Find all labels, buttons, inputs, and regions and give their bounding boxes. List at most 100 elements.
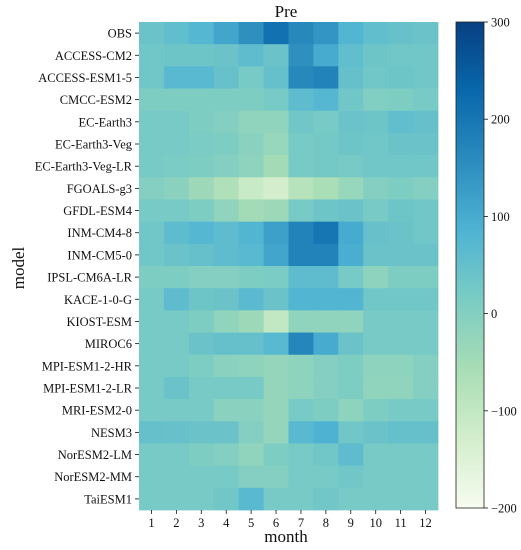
heatmap-cell: [139, 399, 165, 422]
heatmap-cell: [363, 465, 389, 489]
heatmap-cell: [238, 22, 264, 45]
heatmap-cell: [188, 421, 215, 444]
heatmap-cell: [263, 332, 289, 356]
column-label: 9: [348, 516, 354, 530]
heatmap-cell: [213, 132, 240, 156]
heatmap-cell: [338, 354, 364, 378]
heatmap-cell: [238, 332, 264, 356]
heatmap-cell: [139, 310, 165, 333]
heatmap-cell: [188, 465, 215, 489]
heatmap-cell: [413, 243, 439, 267]
heatmap-cell: [338, 332, 364, 356]
heatmap-cell: [139, 110, 165, 134]
heatmap-cell: [363, 155, 389, 178]
heatmap-cell: [263, 66, 289, 89]
column-label: 10: [369, 516, 382, 530]
heatmap-cell: [388, 132, 414, 156]
heatmap-cell: [163, 199, 190, 223]
heatmap-cell: [313, 132, 339, 156]
heatmap-cell: [139, 221, 165, 245]
heatmap-cell: [213, 443, 240, 467]
heatmap-cell: [363, 66, 389, 89]
heatmap-cell: [338, 243, 364, 267]
row-label: EC-Earth3: [79, 115, 132, 129]
heatmap-cell: [288, 487, 314, 511]
column-label: 6: [273, 516, 279, 530]
heatmap-cell: [288, 243, 314, 267]
heatmap-cell: [388, 88, 414, 112]
column-label: 1: [148, 516, 154, 530]
heatmap-cell: [363, 266, 389, 289]
heatmap-cell: [388, 399, 414, 422]
heatmap-cell: [413, 177, 439, 200]
heatmap-cell: [413, 66, 439, 89]
heatmap-cell: [388, 155, 414, 178]
heatmap-cell: [313, 465, 339, 489]
heatmap-cell: [213, 354, 240, 378]
column-label: 5: [248, 516, 254, 530]
heatmap-cell: [188, 288, 215, 311]
heatmap-cell: [263, 376, 289, 400]
heatmap-cell: [139, 155, 165, 178]
heatmap-cell: [213, 243, 240, 267]
heatmap-cell: [238, 88, 264, 112]
row-label: FGOALS-g3: [67, 182, 132, 196]
heatmap-cell: [238, 110, 264, 134]
heatmap-cell: [213, 66, 240, 89]
heatmap-cell: [388, 177, 414, 200]
heatmap-cell: [139, 199, 165, 223]
heatmap-cell: [388, 443, 414, 467]
heatmap-cell: [388, 243, 414, 267]
heatmap-cell: [338, 155, 364, 178]
heatmap-cell: [338, 376, 364, 400]
heatmap-cell: [139, 288, 165, 311]
heatmap-cell: [413, 354, 439, 378]
row-label: TaiESM1: [84, 492, 132, 506]
heatmap-cell: [388, 199, 414, 223]
heatmap-cell: [163, 354, 190, 378]
heatmap-cell: [388, 332, 414, 356]
heatmap-cell: [338, 443, 364, 467]
heatmap-cell: [338, 132, 364, 156]
heatmap-cell: [413, 443, 439, 467]
heatmap-cell: [288, 155, 314, 178]
heatmap-cells: [139, 22, 439, 511]
colorbar-tick-label: −200: [491, 502, 517, 516]
heatmap-cell: [313, 88, 339, 112]
heatmap-cell: [363, 199, 389, 223]
heatmap-cell: [388, 487, 414, 511]
heatmap-cell: [313, 44, 339, 67]
heatmap-cell: [263, 421, 289, 444]
heatmap-cell: [388, 266, 414, 289]
heatmap-cell: [363, 421, 389, 444]
heatmap-cell: [188, 44, 215, 67]
column-label: 11: [395, 516, 407, 530]
heatmap-cell: [388, 310, 414, 333]
heatmap-cell: [338, 288, 364, 311]
heatmap-cell: [139, 88, 165, 112]
heatmap-cell: [238, 376, 264, 400]
heatmap-cell: [388, 110, 414, 134]
heatmap-cell: [188, 399, 215, 422]
heatmap-cell: [163, 155, 190, 178]
heatmap-cell: [263, 22, 289, 45]
heatmap-cell: [388, 66, 414, 89]
heatmap-cell: [288, 376, 314, 400]
heatmap-cell: [388, 288, 414, 311]
heatmap-cell: [338, 266, 364, 289]
heatmap-cell: [263, 443, 289, 467]
heatmap-cell: [288, 110, 314, 134]
heatmap-cell: [313, 266, 339, 289]
heatmap-cell: [163, 66, 190, 89]
heatmap-cell: [413, 288, 439, 311]
heatmap-cell: [388, 22, 414, 45]
heatmap-cell: [388, 354, 414, 378]
heatmap-cell: [238, 66, 264, 89]
heatmap-cell: [163, 266, 190, 289]
heatmap-cell: [139, 332, 165, 356]
heatmap-cell: [163, 177, 190, 200]
heatmap-cell: [163, 110, 190, 134]
colorbar-gradient: [455, 21, 485, 509]
heatmap-cell: [363, 354, 389, 378]
heatmap-cell: [213, 110, 240, 134]
